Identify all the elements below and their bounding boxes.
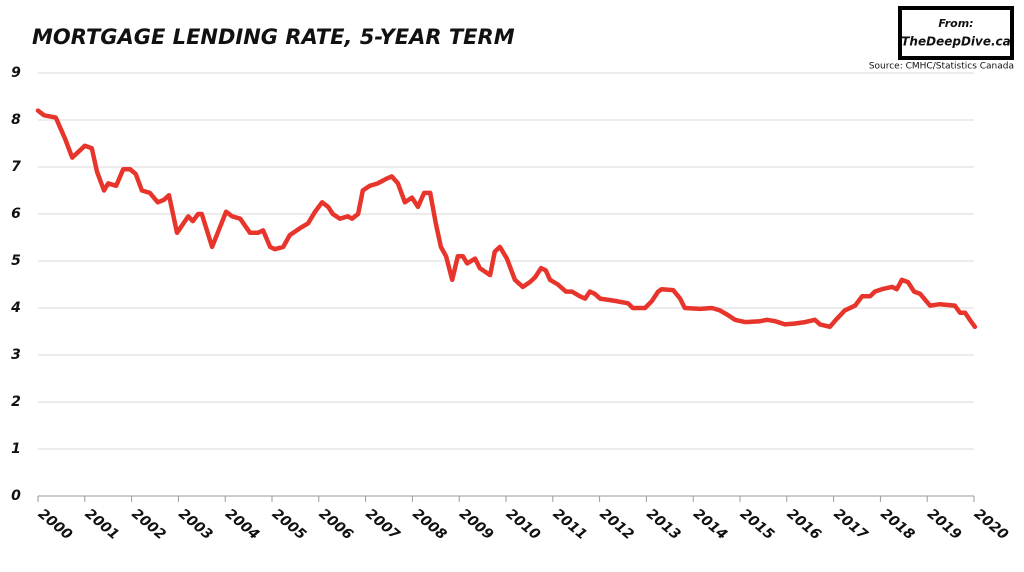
- x-tick-label: 2018: [877, 506, 917, 543]
- x-tick-label: 2013: [643, 506, 683, 543]
- x-tick-label: 2000: [35, 506, 75, 543]
- y-tick-label: 5: [11, 253, 21, 269]
- y-tick-label: 8: [11, 112, 21, 128]
- x-tick-label: 2020: [971, 506, 1011, 543]
- badge-site: TheDeepDive.ca: [901, 35, 1011, 49]
- badge-from: From:: [938, 17, 973, 30]
- x-tick-label: 2010: [503, 506, 543, 543]
- x-tick-label: 2017: [830, 506, 870, 543]
- x-tick-label: 2019: [924, 506, 964, 543]
- y-tick-label: 7: [11, 159, 21, 175]
- y-tick-label: 9: [11, 65, 21, 81]
- x-tick-label: 2015: [737, 506, 777, 543]
- x-tick-label: 2007: [362, 506, 402, 543]
- y-tick-label: 4: [10, 300, 21, 316]
- line-series: [35, 108, 978, 330]
- source: Source: CMHC/Statistics Canada: [869, 62, 1014, 72]
- x-tick-label: 2005: [269, 506, 309, 543]
- x-tick-label: 2006: [316, 506, 356, 543]
- x-tick-label: 2003: [175, 506, 215, 543]
- x-tick-label: 2002: [128, 506, 168, 543]
- x-tick-label: 2016: [784, 506, 824, 543]
- y-tick-label: 1: [11, 441, 21, 457]
- chart-title: MORTGAGE LENDING RATE, 5-YEAR TERM: [32, 25, 515, 49]
- badge: [898, 6, 1014, 60]
- x-tick-label: 2014: [690, 506, 730, 543]
- x-tick-label: 2012: [596, 506, 636, 543]
- y-tick-label: 2: [11, 394, 21, 410]
- x-tick-label: 2009: [456, 506, 496, 543]
- x-tick-label: 2008: [409, 506, 449, 543]
- x-tick-label: 2011: [550, 506, 590, 543]
- y-tick-label: 6: [11, 206, 21, 222]
- x-tick-label: 2004: [222, 506, 262, 543]
- y-tick-label: 0: [11, 488, 21, 504]
- y-tick-label: 3: [11, 347, 21, 363]
- x-tick-label: 2001: [82, 506, 122, 543]
